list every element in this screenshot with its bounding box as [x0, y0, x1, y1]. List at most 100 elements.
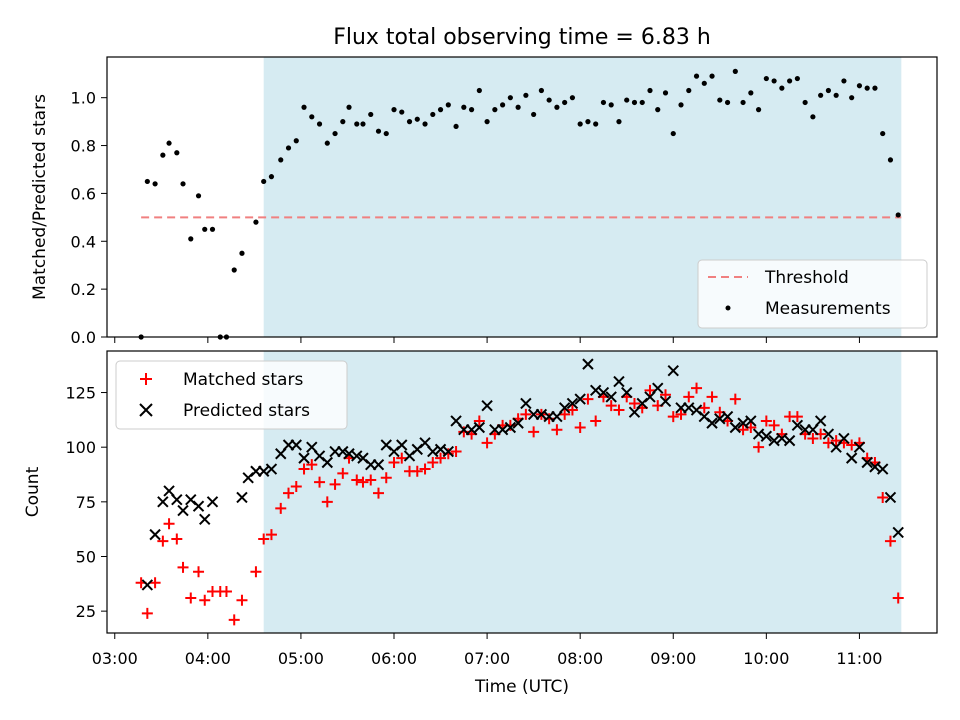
- predicted-star-point: [667, 364, 679, 377]
- predicted-star-point: [605, 391, 617, 403]
- matched-star-point: [177, 561, 189, 573]
- matched-star-point: [791, 411, 803, 423]
- matched-star-point: [149, 577, 161, 589]
- x-axis-label: Time (UTC): [474, 677, 569, 697]
- y-tick-label: 0.2: [71, 280, 96, 299]
- predicted-star-point: [652, 382, 664, 394]
- predicted-star-point: [721, 410, 734, 423]
- matched-star-point: [372, 487, 384, 499]
- predicted-star-point: [745, 415, 757, 427]
- predicted-star-point: [265, 463, 278, 475]
- measurement-point: [701, 80, 707, 86]
- measurement-point: [802, 99, 808, 106]
- predicted-star-point: [192, 500, 205, 512]
- y-tick-label: 100: [65, 438, 96, 457]
- measurement-point: [484, 119, 490, 125]
- matched-star-point: [283, 487, 295, 499]
- legend-measurement-swatch: [725, 305, 731, 311]
- matched-star-point: [473, 415, 485, 427]
- matched-star-point: [877, 491, 889, 503]
- matched-star-point: [753, 441, 765, 453]
- measurement-point: [856, 83, 863, 89]
- predicted-star-point: [473, 421, 486, 434]
- matched-star-point: [691, 382, 703, 394]
- matched-star-point: [644, 384, 656, 396]
- measurement-point: [593, 121, 599, 127]
- matched-star-point: [830, 435, 842, 447]
- matched-star-point: [660, 389, 672, 401]
- measurement-point: [678, 102, 684, 108]
- predicted-star-point: [706, 417, 718, 429]
- predicted-star-point: [206, 496, 219, 508]
- measurement-point: [406, 119, 413, 125]
- matched-star-point: [185, 592, 197, 604]
- y-tick-label: 1.0: [71, 89, 96, 108]
- predicted-star-point: [853, 441, 866, 453]
- measurement-points: [138, 68, 901, 340]
- measurement-point: [631, 99, 638, 106]
- measurement-point: [569, 95, 576, 101]
- matched-star-point: [605, 400, 617, 412]
- y-tick-label: 0.8: [71, 137, 96, 156]
- legend: Threshold Measurements: [697, 259, 928, 329]
- matched-stars-points: [135, 382, 904, 626]
- matched-star-point: [613, 404, 625, 416]
- predicted-star-point: [558, 402, 571, 414]
- measurement-point: [864, 85, 870, 91]
- measurement-point: [608, 102, 614, 108]
- predicted-star-point: [566, 397, 579, 410]
- measurement-point: [468, 107, 475, 113]
- measurement-point: [195, 193, 202, 199]
- predicted-star-point: [149, 528, 161, 541]
- predicted-star-point: [876, 463, 889, 475]
- predicted-star-point: [396, 439, 408, 451]
- x-tick-label: 03:00: [92, 649, 138, 668]
- matched-star-point: [675, 408, 687, 420]
- measurement-point: [188, 236, 194, 242]
- chart-title: Flux total observing time = 6.83 h: [333, 25, 711, 50]
- matched-star-point: [365, 474, 377, 486]
- matched-star-point: [582, 393, 594, 405]
- matched-star-point: [768, 419, 780, 431]
- predicted-star-point: [884, 491, 897, 504]
- measurement-point: [841, 78, 847, 84]
- predicted-star-point: [613, 375, 625, 388]
- matched-star-point: [706, 391, 718, 403]
- legend: Matched stars Predicted stars: [115, 360, 348, 430]
- measurement-point: [639, 99, 645, 106]
- measurement-point: [261, 178, 267, 185]
- measurement-point: [771, 78, 777, 84]
- y-tick-label: 125: [65, 384, 96, 403]
- predicted-star-point: [481, 399, 493, 412]
- measurement-point: [301, 104, 307, 110]
- measurement-point: [492, 107, 498, 113]
- x-axis-ticks: 03:00 04:00 05:00 06:00 07:00 08:00 09:00 10:00…: [92, 633, 882, 668]
- matched-star-point: [846, 439, 858, 451]
- matched-star-point: [250, 566, 262, 578]
- measurement-point: [647, 87, 653, 94]
- matched-star-point: [306, 459, 318, 471]
- measurement-point: [324, 140, 330, 146]
- matched-star-point: [698, 402, 710, 414]
- measurement-point: [709, 73, 715, 79]
- y-tick-label: 75: [76, 493, 96, 512]
- measurement-point: [833, 92, 839, 98]
- legend-measurement-label: Measurements: [765, 299, 891, 319]
- ratio-panel: 0.0 0.2 0.4 0.6 0.8 1.0 Matched/Predicted sta…: [30, 56, 938, 347]
- y-tick-label: 0.6: [71, 184, 96, 203]
- matched-star-point: [396, 452, 408, 464]
- y-tick-label: 50: [76, 547, 96, 566]
- measurement-point: [895, 212, 901, 218]
- measurement-point: [375, 128, 382, 134]
- measurement-point: [174, 150, 180, 156]
- matched-star-point: [157, 535, 169, 547]
- matched-star-point: [171, 533, 183, 545]
- y-axis-ticks: 25 50 75 100 125: [65, 384, 107, 621]
- measurement-point: [523, 92, 529, 98]
- predicted-star-point: [520, 397, 532, 410]
- matched-star-point: [528, 426, 540, 438]
- x-tick-label: 05:00: [278, 649, 324, 668]
- predicted-star-point: [861, 456, 873, 469]
- predicted-star-point: [845, 452, 858, 464]
